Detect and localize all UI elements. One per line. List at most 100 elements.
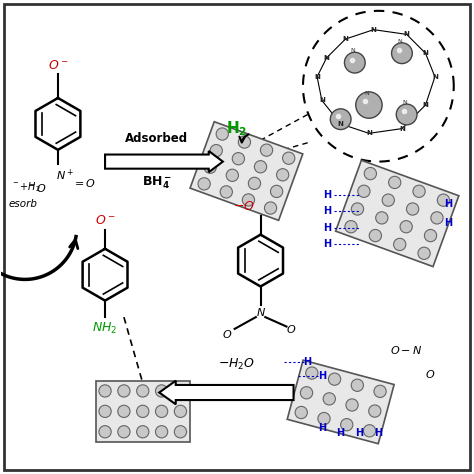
Circle shape [330, 109, 351, 129]
Circle shape [318, 412, 330, 425]
Circle shape [295, 406, 307, 419]
Text: N: N [319, 97, 325, 103]
Text: $O$: $O$ [286, 323, 296, 335]
Text: N: N [324, 55, 329, 61]
Circle shape [255, 161, 267, 173]
Circle shape [341, 419, 353, 431]
Circle shape [351, 203, 364, 215]
Text: N: N [364, 91, 369, 96]
Circle shape [328, 373, 341, 385]
Circle shape [155, 385, 168, 397]
Text: $N^+$: $N^+$ [56, 168, 74, 183]
Text: H: H [444, 199, 453, 209]
Circle shape [238, 136, 251, 148]
Circle shape [174, 385, 187, 397]
Text: $O$: $O$ [222, 328, 233, 339]
Polygon shape [96, 381, 190, 442]
Circle shape [220, 186, 232, 198]
Circle shape [358, 185, 370, 197]
Text: H: H [318, 423, 326, 433]
Circle shape [155, 405, 168, 418]
Circle shape [174, 426, 187, 438]
Text: N: N [338, 121, 344, 127]
Circle shape [137, 426, 149, 438]
Circle shape [118, 426, 130, 438]
Circle shape [264, 202, 277, 214]
Circle shape [418, 247, 430, 259]
Circle shape [424, 229, 437, 242]
Text: $O-N$: $O-N$ [391, 344, 423, 356]
Text: $-O$: $-O$ [233, 200, 255, 213]
Circle shape [271, 185, 283, 198]
Text: N: N [432, 74, 438, 80]
Polygon shape [336, 160, 459, 266]
Circle shape [364, 425, 376, 437]
Circle shape [346, 399, 358, 411]
Text: $^-O$: $^-O$ [27, 182, 47, 194]
Text: $-H_2O$: $-H_2O$ [219, 356, 255, 372]
Circle shape [226, 169, 238, 182]
Circle shape [407, 203, 419, 215]
Circle shape [137, 385, 149, 397]
Text: H: H [323, 190, 331, 200]
Text: N: N [399, 126, 405, 132]
Circle shape [392, 43, 412, 64]
Text: $NH_2$: $NH_2$ [92, 321, 118, 337]
Text: N: N [366, 130, 372, 137]
Circle shape [382, 194, 394, 206]
Circle shape [345, 52, 365, 73]
Circle shape [369, 405, 381, 417]
Circle shape [393, 238, 406, 251]
Circle shape [356, 92, 382, 118]
Text: Adsorbed: Adsorbed [125, 132, 189, 145]
Circle shape [216, 128, 228, 140]
Circle shape [323, 393, 336, 405]
Text: N: N [397, 39, 402, 44]
Circle shape [198, 178, 210, 190]
Text: $N$: $N$ [255, 306, 265, 319]
Text: N: N [404, 31, 410, 37]
Circle shape [99, 385, 111, 397]
Text: $O^-$: $O^-$ [47, 58, 68, 72]
Text: H: H [374, 428, 383, 438]
Circle shape [400, 220, 412, 233]
Text: N: N [342, 36, 348, 42]
Text: N: N [422, 50, 428, 56]
Circle shape [376, 212, 388, 224]
Text: H: H [444, 218, 453, 228]
Text: H: H [323, 239, 331, 249]
Text: $=O$: $=O$ [72, 177, 96, 189]
Text: N: N [402, 100, 407, 105]
Text: $\mathbf{H_2}$: $\mathbf{H_2}$ [226, 119, 248, 138]
Text: $^-$$+ H_2$: $^-$$+ H_2$ [11, 181, 41, 194]
Circle shape [242, 194, 255, 206]
Text: N: N [314, 74, 320, 80]
Text: N: N [350, 48, 355, 54]
Circle shape [306, 367, 318, 379]
Circle shape [99, 405, 111, 418]
Circle shape [396, 104, 417, 125]
Text: H: H [304, 357, 312, 367]
Text: N: N [422, 102, 428, 108]
Text: $O^-$: $O^-$ [95, 214, 116, 227]
Circle shape [351, 379, 364, 392]
Circle shape [118, 405, 130, 418]
Text: esorb: esorb [9, 199, 37, 209]
Circle shape [204, 161, 216, 173]
Circle shape [413, 185, 425, 198]
Text: $O$: $O$ [425, 368, 435, 380]
FancyArrow shape [105, 151, 223, 172]
Circle shape [260, 144, 273, 156]
Text: H: H [323, 206, 331, 216]
Circle shape [276, 169, 289, 181]
Text: $\mathbf{BH_4^-}$: $\mathbf{BH_4^-}$ [142, 174, 172, 191]
Circle shape [118, 385, 130, 397]
Circle shape [431, 212, 443, 224]
Circle shape [210, 145, 222, 157]
Text: N: N [371, 27, 376, 33]
Polygon shape [287, 360, 394, 444]
Circle shape [301, 387, 313, 399]
Circle shape [369, 229, 382, 242]
Circle shape [232, 153, 245, 165]
Circle shape [137, 405, 149, 418]
